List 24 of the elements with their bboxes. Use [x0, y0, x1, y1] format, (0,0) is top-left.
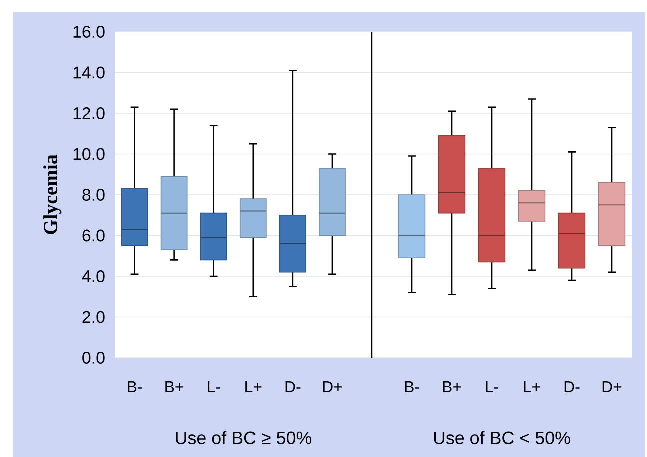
x-tick-label: D- [286, 382, 301, 392]
x-tick-label: L+ [246, 382, 262, 392]
x-tick-label: L- [208, 382, 220, 392]
y-tick-label: 10.0 [74, 148, 105, 160]
x-tick-label: L+ [524, 382, 540, 392]
x-tick-label: D- [564, 382, 580, 392]
y-tick-label: 14.0 [74, 66, 105, 79]
x-tick-label: D+ [323, 382, 342, 392]
y-tick-label: 12.0 [74, 107, 105, 120]
x-tick-label: B- [405, 382, 420, 392]
x-tick-label: B+ [166, 382, 184, 392]
y-tick-label: 16.0 [74, 26, 105, 38]
y-tick-label: 8.0 [82, 188, 105, 201]
y-tick-label: 6.0 [82, 230, 105, 242]
x-tick-label: L- [486, 382, 498, 392]
x-tick-label: B- [128, 382, 142, 392]
y-tick-label: 4.0 [82, 270, 105, 282]
x-axis-title: Use of BC ≥ 50% [176, 431, 312, 444]
x-tick-label: D+ [602, 382, 622, 392]
y-axis-title: Glycemia [44, 154, 62, 234]
y-tick-label: 0.0 [82, 352, 105, 364]
x-axis-title: Use of BC < 50% [434, 431, 570, 444]
y-tick-label: 2.0 [82, 311, 105, 324]
x-tick-label: B+ [443, 382, 462, 392]
